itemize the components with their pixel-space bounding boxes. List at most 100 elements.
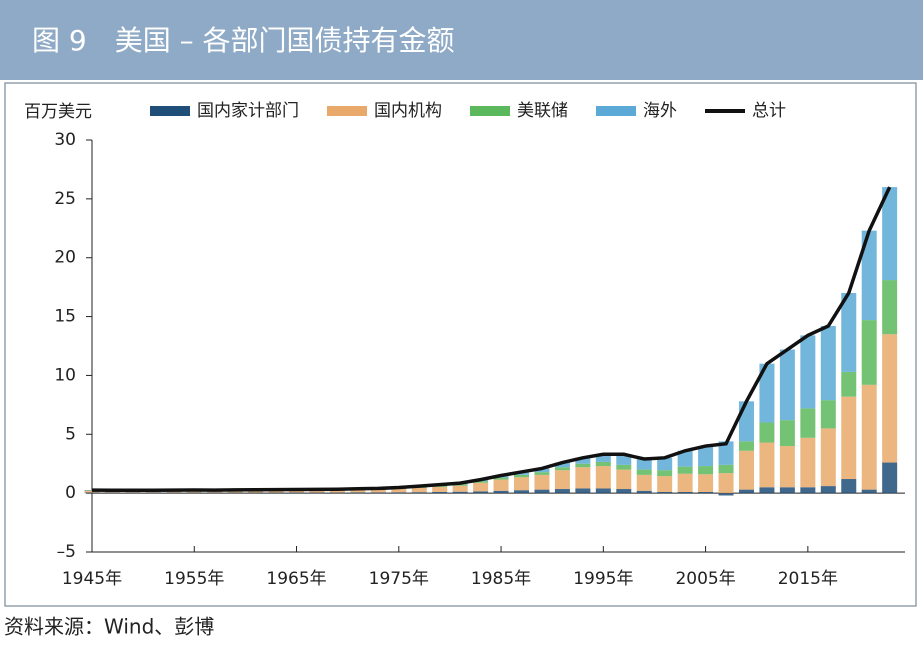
bar-segment — [575, 457, 591, 464]
bar-segment — [841, 371, 857, 397]
bar-segment — [411, 492, 427, 494]
legend-swatch — [596, 106, 636, 116]
bar-segment — [677, 466, 693, 474]
bar-segment — [882, 334, 898, 463]
bar-segment — [698, 446, 714, 467]
y-tick-label: 20 — [54, 248, 76, 268]
bar-segment — [493, 477, 509, 480]
chart-frame — [4, 82, 917, 607]
x-tick-label: 2015年 — [778, 569, 838, 589]
bar-segment — [432, 491, 448, 494]
bar-segment — [329, 489, 345, 493]
bar-segment — [779, 446, 795, 488]
bar-segment — [677, 450, 693, 467]
bar-segment — [616, 454, 632, 465]
bar-segment — [350, 492, 366, 494]
bar-segment — [657, 457, 673, 471]
bar-segment — [289, 492, 305, 494]
bar-segment — [268, 492, 284, 494]
bar-segment — [595, 466, 611, 489]
legend-swatch — [327, 106, 367, 116]
bar-segment — [514, 474, 530, 478]
bar-segment — [534, 489, 550, 494]
bar-segment — [473, 482, 489, 492]
bar-segment — [779, 349, 795, 421]
bar-segment — [84, 492, 100, 494]
bar-segment — [309, 489, 325, 493]
x-tick-label: 1965年 — [266, 569, 326, 589]
chart-title: 图 9 美国 – 各部门国债持有金额 — [32, 24, 455, 57]
bar-segment — [636, 490, 652, 494]
bar-segment — [820, 400, 836, 429]
bar-segment — [698, 491, 714, 494]
bar-segment — [227, 492, 243, 494]
bar-segment — [534, 474, 550, 490]
x-tick-label: 1945年 — [62, 569, 122, 589]
y-tick-label: –5 — [57, 542, 76, 562]
bar-segment — [820, 486, 836, 494]
bar-segment — [718, 464, 734, 474]
bar-segment — [534, 472, 550, 475]
bar-segment — [882, 280, 898, 335]
bar-segment — [452, 485, 468, 492]
bar-segment — [800, 487, 816, 494]
bar-segment — [554, 470, 570, 490]
bar-segment — [738, 401, 754, 442]
bar-segment — [411, 487, 427, 493]
bar-segment — [841, 396, 857, 480]
legend-label: 总计 — [752, 101, 786, 121]
x-tick-label: 2005年 — [675, 569, 735, 589]
bar-segment — [738, 441, 754, 451]
bar-segment — [554, 489, 570, 494]
bar-segment — [289, 489, 305, 493]
legend-label: 海外 — [643, 101, 677, 121]
bar-segment — [698, 474, 714, 492]
y-axis-label: 百万美元 — [24, 102, 92, 122]
y-tick-label: 0 — [65, 483, 76, 503]
bar-segment — [861, 384, 877, 490]
bar-segment — [493, 479, 509, 491]
bar-segment — [820, 428, 836, 487]
bar-segment — [861, 489, 877, 494]
bar-segment — [575, 467, 591, 489]
bar-segment — [514, 477, 530, 491]
bar-segment — [309, 492, 325, 494]
legend-label: 美联储 — [517, 101, 568, 121]
bar-segment — [473, 491, 489, 494]
x-tick-label: 1985年 — [471, 569, 531, 589]
bar-segment — [841, 479, 857, 494]
bar-segment — [125, 492, 141, 494]
bar-segment — [248, 492, 264, 494]
bar-segment — [166, 492, 182, 494]
bar-segment — [718, 493, 734, 496]
bar-segment — [738, 489, 754, 494]
bar-segment — [779, 487, 795, 494]
bar-segment — [718, 441, 734, 465]
bar-segment — [759, 487, 775, 494]
bar-segment — [677, 473, 693, 492]
bar-segment — [841, 293, 857, 372]
bar-segment — [145, 492, 161, 494]
bar-segment — [207, 492, 223, 494]
bar-segment — [759, 442, 775, 488]
bar-segment — [370, 489, 386, 493]
bar-segment — [800, 335, 816, 409]
header-band — [0, 0, 923, 80]
bar-segment — [370, 492, 386, 494]
legend-label: 国内家计部门 — [197, 101, 299, 121]
bar-segment — [861, 230, 877, 321]
bar-segment — [800, 408, 816, 438]
bar-segment — [657, 491, 673, 494]
bar-segment — [616, 469, 632, 490]
bar-segment — [616, 489, 632, 494]
bar-segment — [636, 459, 652, 470]
bar-segment — [493, 490, 509, 494]
legend-label: 国内机构 — [374, 101, 442, 121]
bar-segment — [759, 422, 775, 443]
y-tick-label: 15 — [54, 307, 76, 327]
y-tick-label: 10 — [54, 365, 76, 385]
total-line — [91, 186, 892, 492]
bar-segment — [882, 462, 898, 494]
bar-segment — [350, 489, 366, 493]
